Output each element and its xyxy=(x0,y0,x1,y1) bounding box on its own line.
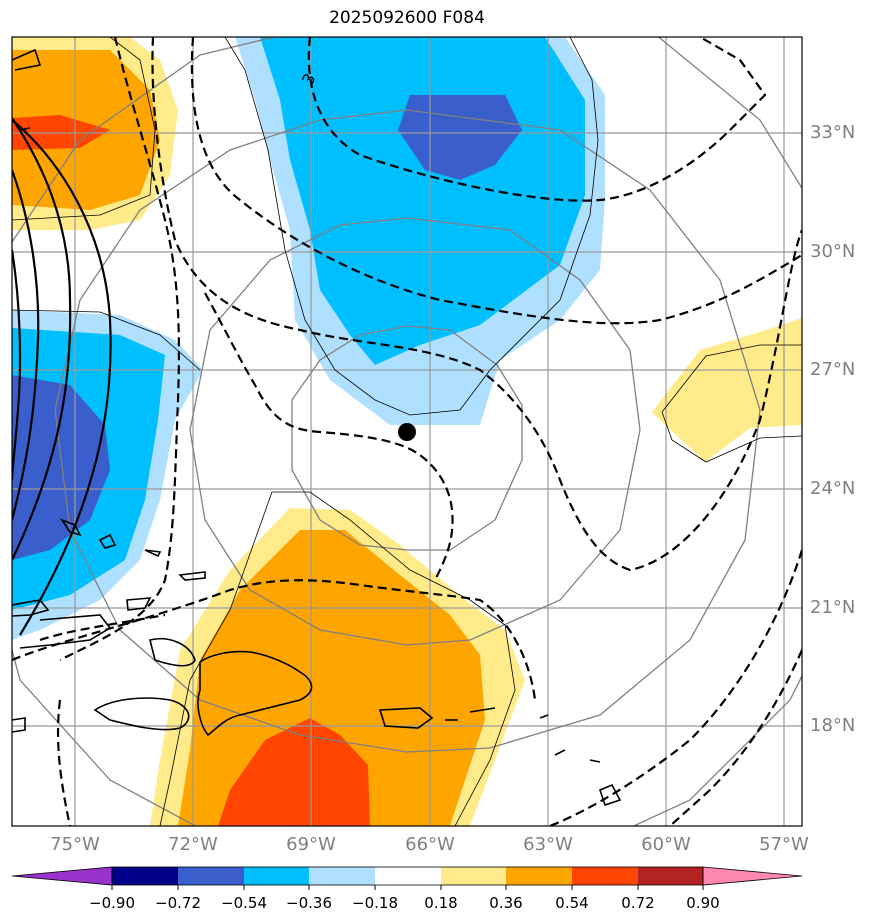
colorbar-tick-label: 0.72 xyxy=(621,894,655,912)
colorbar-tick-label: 0.54 xyxy=(555,894,589,912)
lat-label-33n: 33°N xyxy=(810,122,856,143)
colorbar-bin xyxy=(375,867,441,885)
colorbar-tick-label: −0.54 xyxy=(221,894,267,912)
colorbar-tick-label: 0.18 xyxy=(424,894,458,912)
lon-label-66w: 66°W xyxy=(405,834,455,855)
colorbar-bin xyxy=(244,867,309,885)
colorbar-bin xyxy=(309,867,375,885)
colorbar-low-extend xyxy=(11,866,113,886)
range-rings xyxy=(12,37,802,826)
colorbar-tick-label: −0.90 xyxy=(89,894,135,912)
colorbar-tick-label: −0.36 xyxy=(286,894,332,912)
map-title: 2025092600 F084 xyxy=(329,8,485,28)
lon-label-63w: 63°W xyxy=(523,834,573,855)
colorbar-bin xyxy=(572,867,638,885)
lat-label-24n: 24°N xyxy=(810,478,856,499)
colorbar-bin xyxy=(506,867,572,885)
colorbar-bin xyxy=(112,867,178,885)
warm-anomaly-east xyxy=(652,318,802,462)
colorbar-bin xyxy=(178,867,244,885)
cold-anomaly-west xyxy=(12,310,203,640)
storm-center-marker xyxy=(398,423,416,441)
colorbar-tick-label: 0.36 xyxy=(489,894,523,912)
lat-label-27n: 27°N xyxy=(810,359,856,380)
cold-anomaly-north xyxy=(235,37,605,425)
dashed-contours xyxy=(12,37,802,826)
colorbar-tick-label: −0.72 xyxy=(155,894,201,912)
lon-label-72w: 72°W xyxy=(168,834,218,855)
colorbar xyxy=(11,866,803,890)
lon-label-69w: 69°W xyxy=(286,834,336,855)
colorbar-bin xyxy=(441,867,506,885)
lon-label-60w: 60°W xyxy=(641,834,691,855)
colorbar-high-extend xyxy=(702,866,803,886)
solid-contours xyxy=(12,117,112,636)
lon-label-75w: 75°W xyxy=(50,834,100,855)
colorbar-tick-label: 0.90 xyxy=(686,894,720,912)
lat-label-30n: 30°N xyxy=(810,241,856,262)
lat-label-21n: 21°N xyxy=(810,597,856,618)
lat-label-18n: 18°N xyxy=(810,715,856,736)
map-frame xyxy=(11,36,803,827)
colorbar-tick-label: −0.18 xyxy=(352,894,398,912)
lon-label-57w: 57°W xyxy=(759,834,809,855)
colorbar-bin xyxy=(638,867,703,885)
coastlines xyxy=(12,48,622,807)
